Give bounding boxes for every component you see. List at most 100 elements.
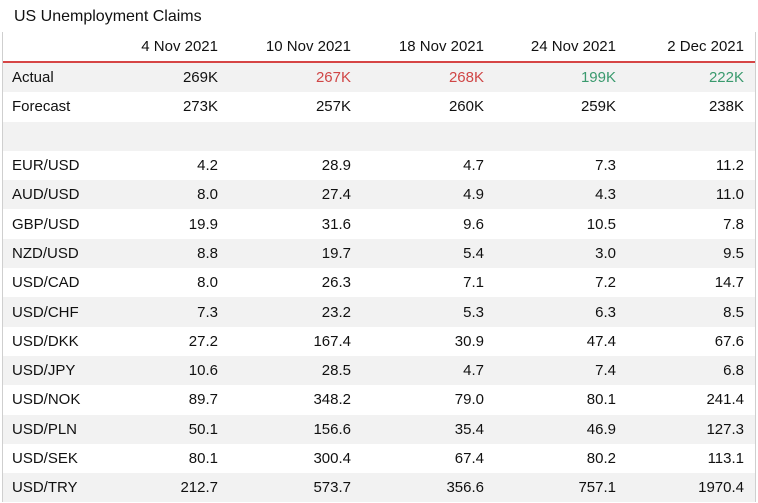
actual-value: 199K	[495, 62, 627, 93]
cell-value: 80.2	[586, 450, 616, 467]
forecast-value: 238K	[708, 98, 744, 116]
cell-value: 5.3	[362, 297, 495, 327]
cell-value: 28.9	[321, 157, 351, 175]
column-header: 18 Nov 2021	[398, 38, 484, 55]
cell-value: 19.9	[188, 215, 218, 233]
cell-value: 156.6	[229, 414, 362, 444]
row-label: USD/CAD	[12, 274, 80, 292]
cell-value: 5.4	[362, 238, 495, 269]
cell-value: 67.6	[714, 332, 744, 350]
cell-value: 28.5	[229, 355, 362, 386]
table-row: USD/NOK 89.7 348.2 79.0 80.1 241.4	[3, 385, 755, 414]
cell-value: 356.6	[362, 473, 495, 503]
cell-value: 4.7	[362, 355, 495, 386]
cell-value: 8.0	[197, 274, 218, 292]
cell-value: 4.7	[463, 157, 484, 175]
cell-value: 300.4	[313, 450, 351, 467]
cell-value: 7.1	[463, 274, 484, 292]
cell-value: 80.1	[586, 391, 616, 409]
table-row: USD/CHF 7.3 23.2 5.3 6.3 8.5	[3, 297, 755, 327]
row-label: Actual	[3, 62, 102, 93]
cell-value: 7.4	[495, 355, 627, 386]
row-label: NZD/USD	[3, 238, 102, 269]
cell-value: 10.6	[102, 355, 229, 386]
column-header: 4 Nov 2021	[141, 38, 218, 55]
cell-value: 27.2	[188, 332, 218, 350]
cell-value: 14.7	[714, 274, 744, 292]
cell-value: 8.5	[627, 297, 755, 327]
cell-value: 10.5	[586, 215, 616, 233]
cell-value: 4.9	[362, 180, 495, 210]
cell-value: 47.4	[586, 332, 616, 350]
row-label: USD/SEK	[12, 450, 78, 467]
cell-value: 31.6	[321, 215, 351, 233]
cell-value: 27.4	[229, 180, 362, 210]
forecast-row: Forecast 273K 257K 260K 259K 238K	[3, 92, 755, 121]
actual-value: 222K	[627, 62, 755, 93]
cell-value: 89.7	[188, 391, 218, 409]
cell-value: 4.3	[495, 180, 627, 210]
cell-value: 11.2	[715, 157, 744, 175]
cell-value: 35.4	[362, 414, 495, 444]
spacer-cell	[3, 121, 755, 151]
header-corner	[3, 32, 102, 62]
column-header: 24 Nov 2021	[530, 38, 616, 55]
row-label: USD/DKK	[12, 332, 79, 350]
forecast-value: 259K	[580, 98, 616, 116]
cell-value: 241.4	[706, 391, 744, 409]
row-label: USD/CHF	[3, 297, 102, 327]
cell-value: 9.6	[463, 215, 484, 233]
cell-value: 50.1	[102, 414, 229, 444]
table-row: USD/CAD 8.0 26.3 7.1 7.2 14.7	[3, 268, 755, 297]
table-row: USD/SEK 80.1 300.4 67.4 80.2 113.1	[3, 444, 755, 473]
cell-value: 573.7	[229, 473, 362, 503]
table-title: US Unemployment Claims	[14, 8, 202, 25]
cell-value: 127.3	[627, 414, 755, 444]
table-row: USD/DKK 27.2 167.4 30.9 47.4 67.6	[3, 327, 755, 356]
cell-value: 30.9	[454, 332, 484, 350]
cell-value: 4.2	[197, 157, 218, 175]
row-label: USD/TRY	[3, 473, 102, 503]
cell-value: 7.3	[595, 157, 616, 175]
cell-value: 26.3	[321, 274, 351, 292]
cell-value: 19.7	[229, 238, 362, 269]
actual-value: 269K	[102, 62, 229, 93]
row-label: AUD/USD	[3, 180, 102, 210]
table-row: USD/JPY 10.6 28.5 4.7 7.4 6.8	[3, 355, 755, 386]
cell-value: 6.8	[627, 355, 755, 386]
cell-value: 9.5	[627, 238, 755, 269]
cell-value: 46.9	[495, 414, 627, 444]
cell-value: 7.2	[595, 274, 616, 292]
row-label: Forecast	[12, 98, 71, 116]
table-row: EUR/USD 4.2 28.9 4.7 7.3 11.2	[3, 151, 755, 180]
cell-value: 11.0	[627, 180, 755, 210]
column-header: 10 Nov 2021	[265, 38, 351, 55]
cell-value: 3.0	[495, 238, 627, 269]
cell-value: 757.1	[495, 473, 627, 503]
cell-value: 1970.4	[627, 473, 755, 503]
cell-value: 8.0	[102, 180, 229, 210]
cell-value: 67.4	[454, 450, 484, 467]
row-label: EUR/USD	[12, 157, 80, 175]
row-label: USD/PLN	[3, 414, 102, 444]
table-row: GBP/USD 19.9 31.6 9.6 10.5 7.8	[3, 209, 755, 238]
table-row: NZD/USD 8.8 19.7 5.4 3.0 9.5	[3, 238, 755, 269]
column-header: 2 Dec 2021	[667, 38, 744, 55]
cell-value: 79.0	[454, 391, 484, 409]
actual-row: Actual 269K 267K 268K 199K 222K	[3, 62, 755, 93]
forecast-value: 273K	[182, 98, 218, 116]
table-row: USD/TRY 212.7 573.7 356.6 757.1 1970.4	[3, 473, 755, 503]
cell-value: 23.2	[229, 297, 362, 327]
table-row: USD/PLN 50.1 156.6 35.4 46.9 127.3	[3, 414, 755, 444]
actual-value: 268K	[362, 62, 495, 93]
header-row: 4 Nov 2021 10 Nov 2021 18 Nov 2021 24 No…	[3, 32, 755, 62]
row-label: USD/JPY	[3, 355, 102, 386]
spacer-row	[3, 121, 755, 151]
cell-value: 348.2	[313, 391, 351, 409]
row-label: USD/NOK	[12, 391, 81, 409]
forecast-value: 260K	[448, 98, 484, 116]
actual-value: 267K	[229, 62, 362, 93]
cell-value: 6.3	[495, 297, 627, 327]
cell-value: 212.7	[102, 473, 229, 503]
cell-value: 8.8	[102, 238, 229, 269]
